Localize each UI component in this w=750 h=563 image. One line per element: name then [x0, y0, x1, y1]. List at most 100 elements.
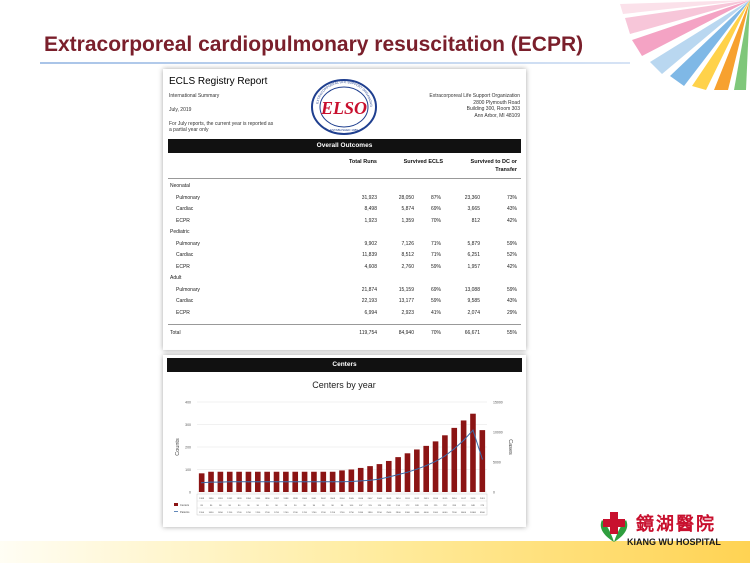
x-tick-label: 2008: [377, 498, 383, 500]
row-dc-pct: 59%: [506, 240, 517, 247]
table-centers-value: 90: [247, 505, 250, 507]
x-tick-label: 2010: [396, 498, 402, 500]
row-ecls: 28,050: [398, 194, 414, 201]
bottom-band: [0, 541, 750, 563]
table-patients-value: 2150: [377, 512, 383, 514]
x-tick-label: 2018: [471, 498, 477, 500]
row-total: 22,193: [361, 298, 377, 304]
row-ecls-pct: 70%: [430, 330, 441, 336]
row-total: 4,608: [364, 263, 377, 270]
table-patients-value: 1850: [358, 512, 364, 514]
bar-2007: [367, 466, 373, 492]
row-dc: 6,251: [467, 252, 480, 258]
org-line-2: 2800 Plymouth Road: [473, 99, 520, 106]
slide-title: Extracorporeal cardiopulmonary resuscita…: [44, 33, 584, 56]
bar-2015: [442, 435, 448, 492]
table-centers-value: 90: [238, 505, 241, 507]
patients-point-2012: [416, 468, 418, 470]
bar-2018: [470, 413, 476, 492]
patients-point-1999: [294, 481, 296, 483]
row-dc: 1,957: [467, 263, 480, 270]
row-ecls: 13,177: [398, 298, 414, 304]
table-patients-value: 1950: [368, 512, 374, 514]
table-patients-value: 1700: [265, 512, 271, 514]
table-patients-value: 1700: [302, 512, 308, 514]
row-dc: 812: [471, 217, 480, 224]
row-ecls: 2,923: [401, 309, 414, 316]
table-centers-value: 138: [387, 505, 391, 507]
decorative-rays: [620, 0, 750, 90]
x-tick-label: 1993: [237, 498, 243, 500]
x-tick-label: 2003: [330, 498, 336, 500]
row-label: ECPR: [176, 309, 190, 316]
patients-point-2000: [303, 481, 306, 483]
row-label: Total: [170, 330, 181, 336]
legend-patients-label: Patients: [180, 510, 190, 514]
table-patients-value: 1650: [218, 512, 224, 514]
y2-tick-label: 15000: [493, 401, 503, 405]
patients-point-2013: [425, 465, 427, 467]
patients-point-2010: [397, 474, 399, 476]
table-patients-value: 6000: [442, 512, 448, 514]
col-survived-ecls: Survived ECLS: [403, 159, 443, 165]
y-tick-label: 0: [189, 491, 191, 495]
row-ecls-pct: 59%: [430, 298, 441, 304]
patients-point-2017: [463, 439, 465, 441]
table-patients-value: 8600: [461, 512, 467, 514]
row-dc-pct: 59%: [506, 286, 517, 293]
x-tick-label: 2000: [302, 498, 308, 500]
table-centers-value: 124: [378, 505, 382, 507]
row-dc: 23,360: [464, 194, 480, 201]
table-centers-value: 275: [480, 505, 484, 507]
table-centers-value: 225: [434, 505, 438, 507]
table-patients-value: 1700: [274, 512, 280, 514]
patients-point-2004: [341, 481, 343, 483]
data-table-frame: [196, 493, 488, 516]
bar-2014: [432, 441, 439, 492]
row-ecls: 84,940: [398, 330, 414, 336]
row-total: 6,994: [364, 309, 377, 316]
x-tick-label: 2013: [424, 498, 430, 500]
x-tick-label: 2014: [433, 498, 439, 500]
table-centers-value: 90: [322, 505, 325, 507]
row-dc-pct: 73%: [506, 194, 517, 201]
patients-point-2002: [322, 481, 324, 483]
table-patients-value: 1650: [209, 512, 215, 514]
group-label: Pediatric: [170, 229, 190, 235]
legend-centers-swatch: [174, 503, 178, 506]
row-total: 31,923: [361, 194, 377, 201]
row-dc-pct: 52%: [506, 252, 517, 258]
row-total: 119,754: [359, 330, 377, 336]
y2-tick-label: 0: [493, 491, 495, 495]
row-dc-pct: 42%: [506, 263, 517, 270]
bar-2013: [423, 445, 429, 492]
table-patients-value: 7200: [452, 512, 458, 514]
report-title: ECLS Registry Report: [169, 76, 268, 87]
y2-tick-label: 10000: [493, 431, 503, 435]
table-patients-value: 1750: [349, 512, 355, 514]
patients-point-2005: [350, 480, 352, 483]
table-patients-value: 1700: [293, 512, 299, 514]
x-tick-label: 2007: [368, 498, 374, 500]
centers-by-year-chart: Centers by year 0 100 200 300 400 0 5000 10000 1…: [174, 380, 513, 516]
patients-point-1994: [247, 481, 250, 483]
row-total: 11,839: [362, 252, 377, 258]
row-ecls: 15,159: [398, 286, 414, 293]
patients-point-1995: [257, 481, 259, 483]
table-patients-value: 1700: [237, 512, 243, 514]
patients-point-2015: [444, 455, 446, 457]
table-centers-value: 90: [303, 505, 306, 507]
org-line-4: Ann Arbor, MI 48109: [474, 112, 520, 119]
table-centers-value: 100: [350, 505, 354, 507]
hospital-name-en: KIANG WU HOSPITAL: [627, 537, 721, 547]
patients-point-1989: [201, 482, 203, 484]
report-date: July, 2019: [169, 107, 192, 113]
col-total-runs: Total Runs: [348, 159, 377, 165]
y-tick-label: 400: [185, 401, 191, 405]
hospital-logo-icon: [600, 512, 628, 542]
centers-header: Centers: [167, 358, 522, 372]
row-dc-pct: 42%: [506, 217, 517, 224]
table-centers-value: 90: [210, 505, 213, 507]
row-dc: 66,671: [464, 330, 480, 336]
patients-point-2014: [434, 460, 437, 462]
